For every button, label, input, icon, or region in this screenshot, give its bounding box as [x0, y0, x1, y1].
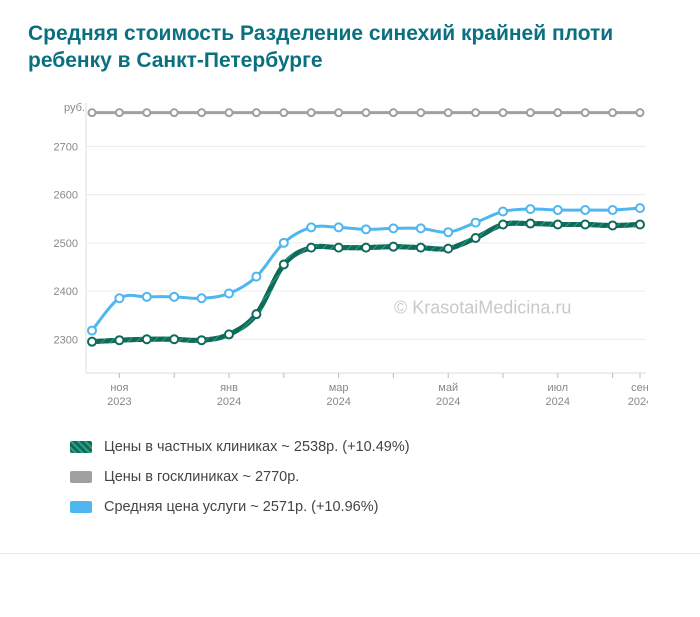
chart-svg: 2300 2400 2500 2600 2700 руб. ноя 2023 янв 2024 ма… — [28, 93, 648, 423]
y-tick-label: 2700 — [54, 141, 78, 153]
watermark: © KrasotaiMedicina.ru — [394, 297, 571, 317]
legend-swatch — [70, 501, 92, 513]
y-tick-label: 2500 — [54, 237, 78, 249]
x-tick-label: мар — [329, 382, 349, 394]
price-chart: 2300 2400 2500 2600 2700 руб. ноя 2023 янв 2024 ма… — [28, 93, 672, 423]
y-tick-label: 2300 — [54, 334, 78, 346]
chart-title: Средняя стоимость Разделение синехий кра… — [28, 20, 672, 75]
y-tick-label: 2400 — [54, 286, 78, 298]
x-tick-label: 2024 — [436, 396, 460, 408]
x-tick-label: 2024 — [326, 396, 350, 408]
y-tick-label: 2600 — [54, 189, 78, 201]
legend-label: Средняя цена услуги ~ 2571р. (+10.96%) — [104, 499, 378, 515]
x-tick-label: 2024 — [628, 396, 648, 408]
x-tick-label: янв — [220, 382, 238, 394]
chart-legend: Цены в частных клиниках ~ 2538р. (+10.49… — [28, 423, 672, 515]
x-tick-label: 2024 — [217, 396, 241, 408]
x-tick-label: 2024 — [546, 396, 570, 408]
legend-label: Цены в частных клиниках ~ 2538р. (+10.49… — [104, 439, 410, 455]
legend-swatch — [70, 441, 92, 453]
x-tick-label: июл — [548, 382, 569, 394]
x-tick-label: май — [438, 382, 458, 394]
legend-label: Цены в госклиниках ~ 2770р. — [104, 469, 299, 485]
x-tick-label: сен — [631, 382, 648, 394]
x-tick-label: ноя — [110, 382, 128, 394]
legend-item: Цены в госклиниках ~ 2770р. — [70, 469, 672, 485]
legend-item: Цены в частных клиниках ~ 2538р. (+10.49… — [70, 439, 672, 455]
x-tick-label: 2023 — [107, 396, 131, 408]
y-unit-label: руб. — [64, 102, 85, 114]
legend-swatch — [70, 471, 92, 483]
legend-item: Средняя цена услуги ~ 2571р. (+10.96%) — [70, 499, 672, 515]
